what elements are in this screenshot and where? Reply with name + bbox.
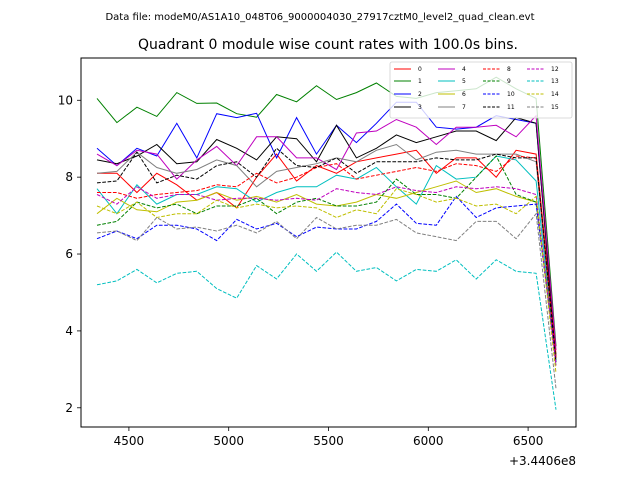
legend-label-14: 14 xyxy=(551,91,559,98)
y-tick-label: 6 xyxy=(65,247,73,261)
series-line-6 xyxy=(96,180,557,358)
series-line-15 xyxy=(96,212,557,389)
series-line-7 xyxy=(96,143,557,366)
legend-label-3: 3 xyxy=(418,104,422,111)
series-line-14 xyxy=(96,188,557,374)
legend-label-5: 5 xyxy=(462,78,466,85)
x-tick-label: 6500 xyxy=(513,434,544,448)
legend-label-9: 9 xyxy=(507,78,511,85)
y-axis: 2 4 6 8 10 xyxy=(58,93,81,415)
series-layer xyxy=(96,76,557,410)
y-tick-label: 8 xyxy=(65,170,73,184)
x-tick-label: 4500 xyxy=(114,434,145,448)
legend-label-8: 8 xyxy=(507,66,511,73)
y-tick-label: 10 xyxy=(58,93,73,107)
x-offset-label: +3.4406e8 xyxy=(509,454,576,468)
x-tick-label: 5500 xyxy=(313,434,344,448)
chart-title: Quadrant 0 module wise count rates with … xyxy=(138,37,518,53)
legend-label-6: 6 xyxy=(462,91,466,98)
series-line-8 xyxy=(97,155,557,358)
series-line-3 xyxy=(96,117,557,358)
legend-frame xyxy=(389,61,573,119)
y-tick-label: 4 xyxy=(65,324,73,338)
series-line-4 xyxy=(96,114,557,351)
legend-label-11: 11 xyxy=(507,104,515,111)
series-line-12 xyxy=(96,186,557,366)
series-line-2 xyxy=(96,101,557,358)
legend-label-2: 2 xyxy=(418,91,422,98)
legend-label-12: 12 xyxy=(551,66,559,73)
x-axis: 4500 5000 5500 6000 6500 xyxy=(114,427,544,448)
series-line-9 xyxy=(96,155,557,362)
series-line-0 xyxy=(97,149,557,355)
series-line-13 xyxy=(96,251,557,410)
legend-label-4: 4 xyxy=(462,66,466,73)
legend-label-1: 1 xyxy=(418,78,422,85)
series-line-10 xyxy=(96,195,557,362)
x-tick-label: 5000 xyxy=(213,434,244,448)
legend-label-10: 10 xyxy=(507,91,515,98)
data-file-label: Data file: modeM0/AS1A10_048T06_90000040… xyxy=(105,12,534,23)
y-tick-label: 2 xyxy=(65,401,73,415)
legend-label-7: 7 xyxy=(462,104,466,111)
x-tick-label: 6000 xyxy=(413,434,444,448)
legend-label-15: 15 xyxy=(551,104,559,111)
series-line-5 xyxy=(96,155,557,362)
legend-label-13: 13 xyxy=(551,78,559,85)
series-line-11 xyxy=(96,147,557,362)
legend-label-0: 0 xyxy=(418,66,422,73)
